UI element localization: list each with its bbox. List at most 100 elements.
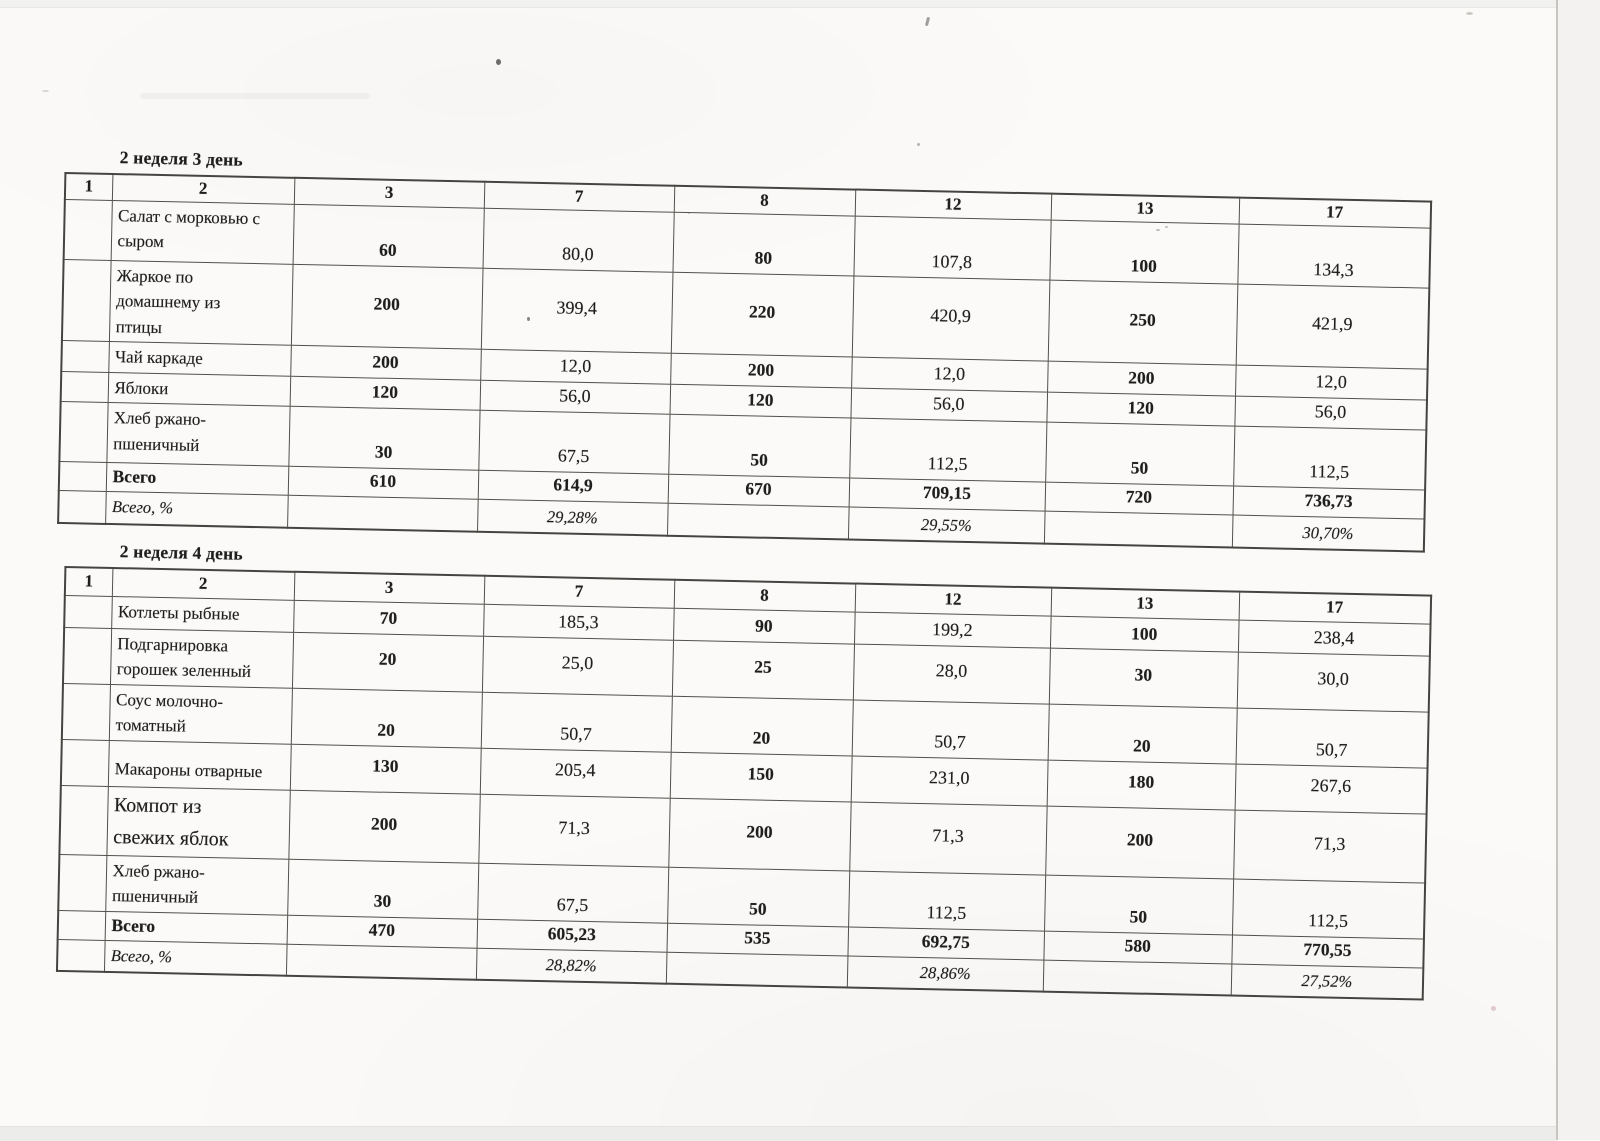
value-cell: 220 xyxy=(670,271,854,358)
value-cell: 50 xyxy=(1044,874,1234,935)
row-index-cell xyxy=(56,939,105,973)
value-cell xyxy=(1043,511,1233,548)
value-cell xyxy=(1042,959,1232,996)
value-cell xyxy=(285,943,477,980)
value-cell: 120 xyxy=(669,383,852,419)
value-cell: 28,82% xyxy=(475,947,667,984)
dish-label-cell: Соус молочно- томатный xyxy=(108,683,292,744)
value-cell xyxy=(287,495,478,532)
menu-table-week2-day4-section: 2 неделя 4 день 1 2 3 7 8 12 13 17 Котле… xyxy=(55,540,1433,1001)
value-cell: 60 xyxy=(292,203,484,268)
menu-table-week2-day3-section: 2 неделя 3 день 1 2 3 7 8 12 13 17 Салат… xyxy=(57,146,1433,553)
col-header: 2 xyxy=(111,173,295,204)
value-cell: 50 xyxy=(668,414,851,478)
value-cell: 50,7 xyxy=(480,691,672,752)
value-cell: 420,9 xyxy=(851,275,1050,362)
value-cell: 50,7 xyxy=(1235,707,1429,768)
value-cell: 200 xyxy=(668,797,851,871)
value-cell: 50,7 xyxy=(851,699,1049,760)
col-header: 13 xyxy=(1050,587,1240,620)
dish-label-cell: Хлеб ржано- пшеничный xyxy=(106,402,290,467)
scan-speck xyxy=(42,90,49,92)
value-cell: 28,0 xyxy=(852,643,1050,704)
value-cell: 100 xyxy=(1049,615,1239,652)
scan-speck xyxy=(1466,12,1473,15)
col-header: 1 xyxy=(64,567,113,596)
value-cell: 120 xyxy=(1046,391,1236,427)
scan-speck xyxy=(924,16,931,27)
value-cell xyxy=(666,503,849,540)
value-cell: 80,0 xyxy=(482,207,674,272)
value-cell xyxy=(665,951,848,988)
value-cell: 200 xyxy=(290,345,481,380)
dish-label-cell: Хлеб ржано- пшеничный xyxy=(105,854,289,915)
scan-speck xyxy=(917,143,920,146)
value-cell: 200 xyxy=(670,353,852,388)
row-index-cell xyxy=(61,258,111,342)
col-header: 17 xyxy=(1238,197,1432,228)
value-cell: 56,0 xyxy=(850,387,1048,423)
col-header: 3 xyxy=(293,177,485,208)
scan-smudge xyxy=(140,93,370,99)
value-cell: 614,9 xyxy=(477,470,669,504)
row-index-cell xyxy=(60,370,109,403)
col-header: 13 xyxy=(1050,193,1240,224)
value-cell: 90 xyxy=(673,607,855,644)
value-cell: 71,3 xyxy=(478,793,670,867)
value-cell: 200 xyxy=(1047,361,1236,396)
row-index-cell xyxy=(57,909,106,941)
col-header: 17 xyxy=(1238,591,1432,624)
value-cell: 71,3 xyxy=(849,801,1047,875)
value-cell: 20 xyxy=(290,687,482,748)
value-cell: 605,23 xyxy=(476,918,668,952)
scan-speck xyxy=(1156,229,1160,231)
value-cell: 421,9 xyxy=(1235,283,1430,370)
col-header: 7 xyxy=(483,575,675,608)
value-cell: 770,55 xyxy=(1231,934,1424,968)
value-cell: 30 xyxy=(1048,647,1238,708)
value-cell: 267,6 xyxy=(1234,763,1428,814)
value-cell: 100 xyxy=(1049,219,1239,284)
value-cell: 30 xyxy=(287,858,479,919)
row-index-cell xyxy=(59,401,108,463)
value-cell: 70 xyxy=(293,599,484,636)
scan-speck xyxy=(496,59,501,65)
row-index-cell xyxy=(63,199,112,260)
value-cell: 71,3 xyxy=(1233,809,1427,883)
value-cell: 720 xyxy=(1044,482,1234,516)
value-cell: 50 xyxy=(667,866,850,927)
value-cell: 399,4 xyxy=(480,267,673,354)
value-cell: 50 xyxy=(1045,422,1235,487)
row-index-cell xyxy=(58,490,106,524)
col-header: 12 xyxy=(854,189,1052,220)
value-cell: 150 xyxy=(669,751,852,802)
value-cell: 736,73 xyxy=(1232,486,1426,520)
scan-speck xyxy=(688,212,690,214)
value-cell: 28,86% xyxy=(846,955,1044,992)
value-cell: 185,3 xyxy=(483,603,674,640)
value-cell: 180 xyxy=(1046,759,1236,810)
menu-table-week2-day4: 1 2 3 7 8 12 13 17 Котлеты рыбные 70 185… xyxy=(55,565,1433,1001)
row-index-cell xyxy=(59,784,108,855)
value-cell: 200 xyxy=(290,263,483,350)
menu-table-week2-day3: 1 2 3 7 8 12 13 17 Салат с морковью с сы… xyxy=(57,171,1433,553)
value-cell: 535 xyxy=(666,922,849,956)
dish-label-cell: Котлеты рыбные xyxy=(111,595,294,632)
row-index-cell xyxy=(58,853,107,911)
value-cell: 238,4 xyxy=(1237,619,1431,656)
col-header: 3 xyxy=(293,571,485,604)
value-cell: 692,75 xyxy=(847,926,1045,960)
value-cell: 29,55% xyxy=(847,507,1045,544)
value-cell: 67,5 xyxy=(478,410,670,475)
value-cell: 112,5 xyxy=(849,418,1047,483)
dish-label-cell: Салат с морковью с сыром xyxy=(110,199,294,264)
col-header: 2 xyxy=(111,567,295,600)
row-index-cell xyxy=(61,340,109,372)
row-index-cell xyxy=(61,682,110,740)
col-header: 8 xyxy=(673,579,856,612)
value-cell: 20 xyxy=(291,631,484,692)
scan-edge-right xyxy=(1556,0,1600,1140)
total-percent-label-cell: Всего, % xyxy=(103,940,287,976)
scan-speck xyxy=(1491,1006,1496,1011)
value-cell: 130 xyxy=(289,743,481,794)
